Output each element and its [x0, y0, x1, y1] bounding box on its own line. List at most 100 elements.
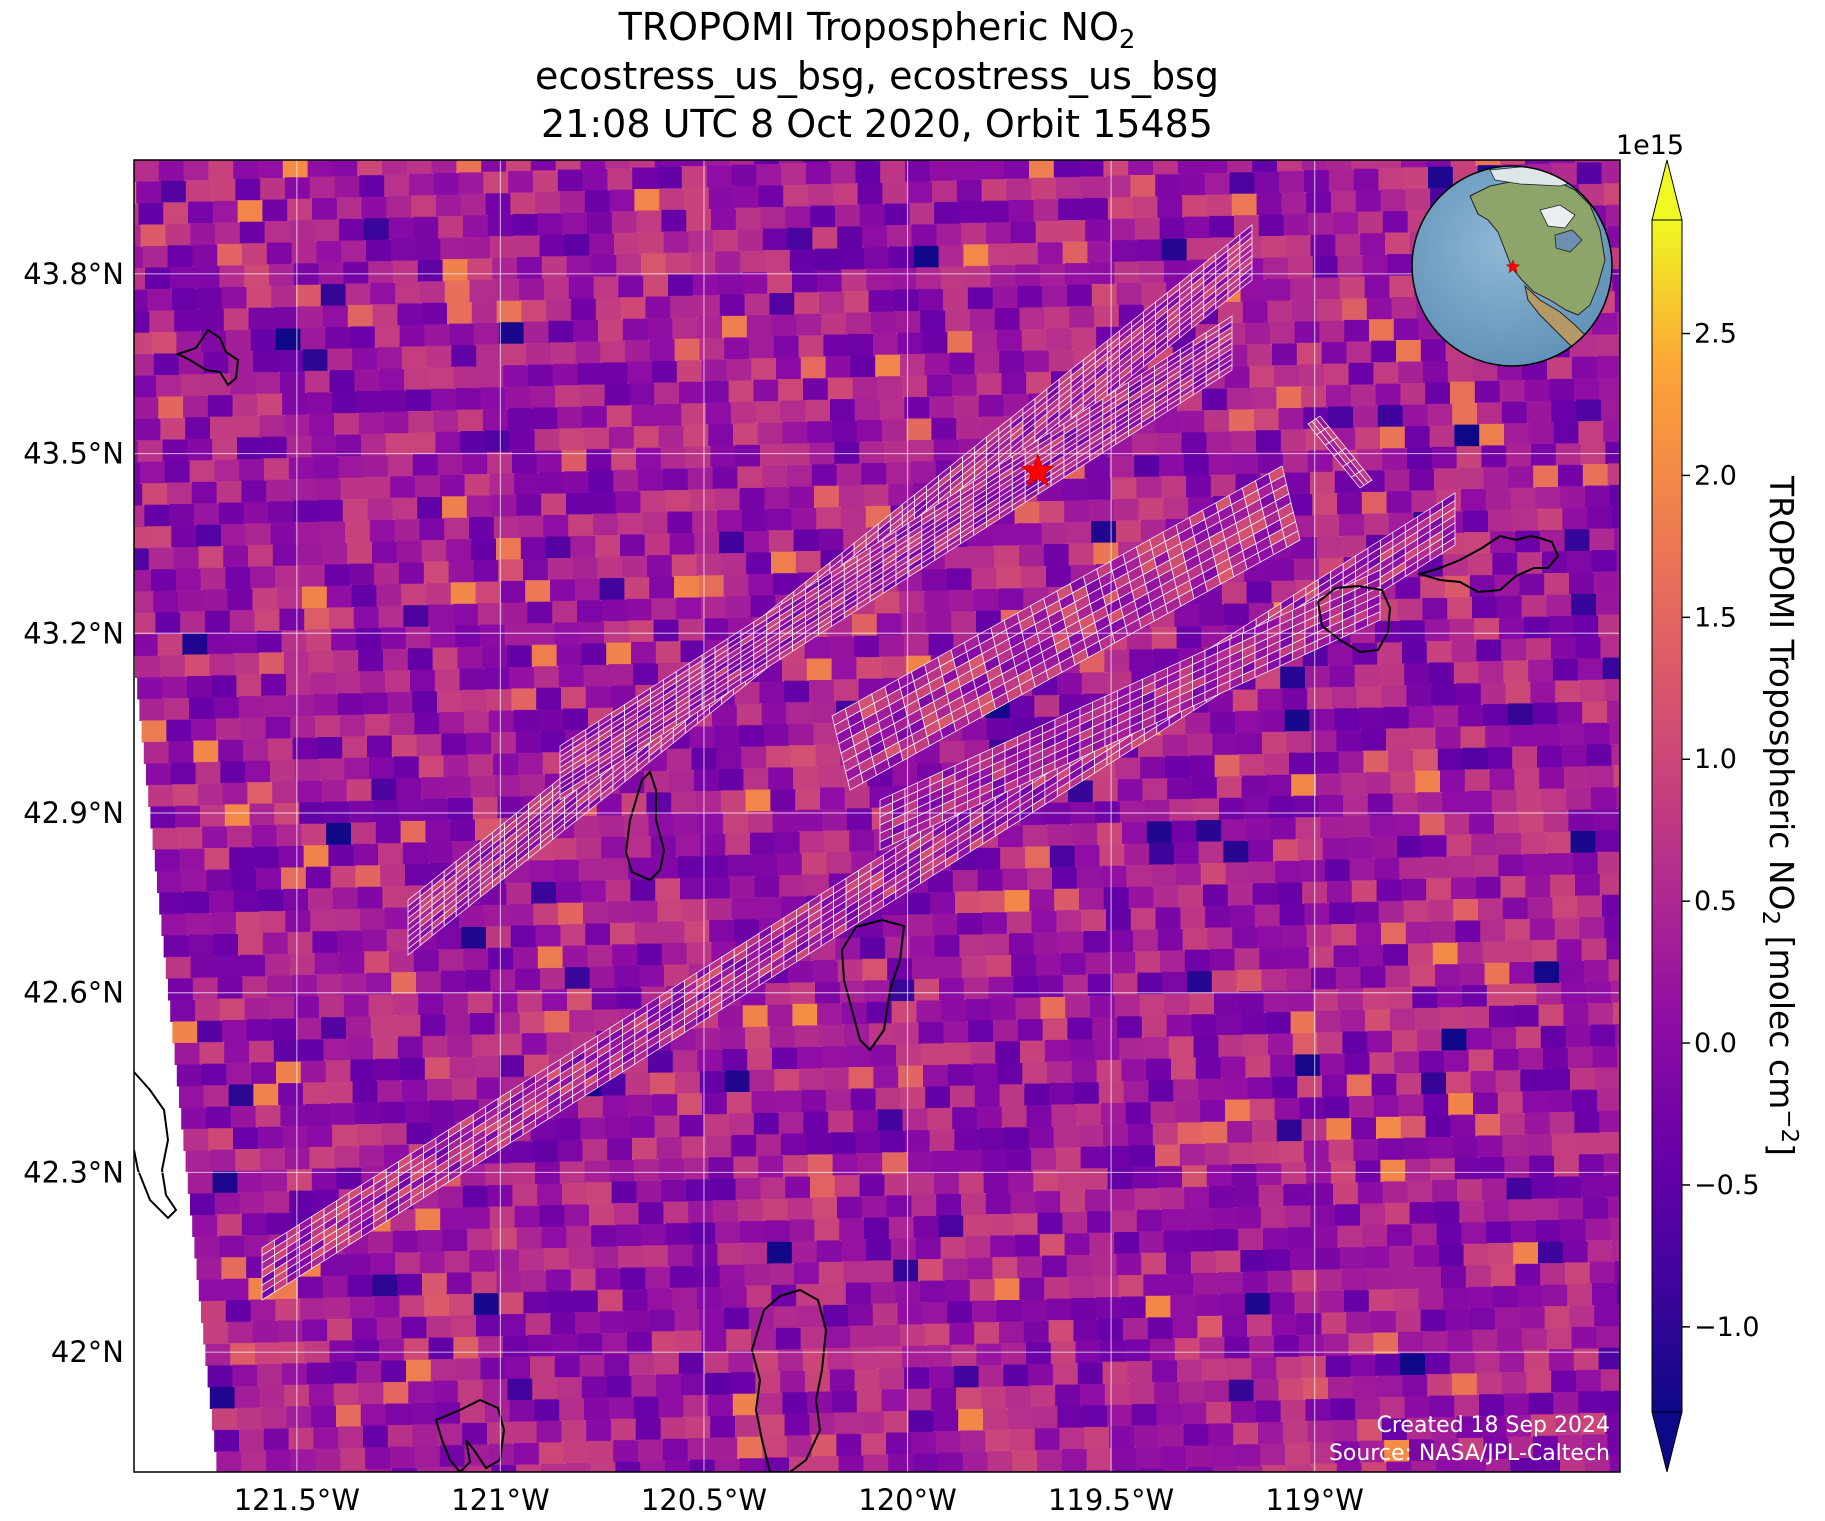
no2-pixel	[778, 1112, 804, 1135]
no2-pixel	[1259, 947, 1285, 970]
no2-pixel	[1684, 1453, 1709, 1475]
no2-pixel	[983, 200, 1010, 223]
no2-pixel	[535, 1162, 561, 1185]
no2-pixel	[261, 1407, 287, 1430]
no2-pixel	[1210, 474, 1237, 497]
no2-pixel	[893, 1022, 920, 1045]
no2-pixel	[514, 472, 540, 495]
no2-pixel	[872, 1303, 899, 1326]
no2-pixel	[1438, 1244, 1465, 1267]
no2-pixel	[987, 1451, 1013, 1472]
no2-pixel	[1333, 945, 1359, 968]
no2-pixel	[699, 338, 725, 361]
no2-pixel	[367, 1468, 393, 1472]
no2-pixel	[1567, 1046, 1594, 1069]
no2-pixel	[1512, 509, 1539, 532]
no2-pixel	[514, 1205, 540, 1228]
no2-pixel	[875, 1087, 901, 1110]
no2-pixel	[482, 646, 508, 669]
no2-pixel	[1571, 593, 1597, 616]
no2-pixel	[902, 1108, 928, 1131]
no2-pixel	[1389, 1245, 1415, 1268]
no2-pixel	[1398, 1094, 1424, 1117]
no2-pixel	[254, 846, 280, 869]
no2-pixel	[595, 297, 622, 320]
no2-pixel	[1006, 911, 1033, 934]
no2-pixel	[1171, 820, 1197, 843]
no2-pixel	[476, 1077, 502, 1100]
no2-pixel	[1373, 1095, 1400, 1118]
no2-pixel	[1537, 508, 1563, 531]
no2-pixel	[321, 780, 348, 803]
no2-pixel	[1463, 510, 1489, 533]
no2-pixel	[1366, 297, 1393, 320]
no2-pixel	[1179, 410, 1205, 433]
no2-pixel	[911, 224, 937, 247]
no2-pixel	[1728, 1150, 1753, 1172]
no2-pixel	[925, 1086, 951, 1109]
no2-pixel	[197, 783, 224, 806]
no2-pixel	[965, 265, 991, 288]
no2-pixel	[134, 160, 135, 183]
no2-pixel	[900, 1087, 926, 1110]
no2-pixel	[1634, 1455, 1659, 1477]
no2-pixel	[465, 970, 491, 993]
no2-pixel	[1258, 1184, 1284, 1207]
no2-pixel	[1349, 126, 1374, 148]
no2-pixel	[1219, 797, 1245, 820]
no2-pixel	[1349, 858, 1375, 881]
no2-pixel	[321, 1017, 347, 1040]
no2-pixel	[1206, 431, 1232, 454]
no2-pixel	[1277, 882, 1303, 905]
no2-pixel	[998, 825, 1024, 848]
no2-pixel	[555, 1118, 581, 1141]
no2-pixel	[1335, 233, 1361, 256]
no2-pixel	[1138, 498, 1164, 521]
no2-pixel	[1124, 843, 1150, 866]
no2-pixel	[1362, 1225, 1388, 1248]
no2-pixel	[1248, 840, 1274, 863]
no2-pixel	[850, 1088, 877, 1111]
no2-pixel	[403, 1338, 430, 1361]
no2-pixel	[1161, 238, 1188, 261]
no2-pixel	[1078, 1125, 1104, 1148]
no2-pixel	[444, 280, 471, 303]
no2-pixel	[1328, 169, 1355, 192]
no2-pixel	[532, 1140, 559, 1163]
no2-pixel	[1446, 1071, 1472, 1094]
no2-pixel	[1007, 1407, 1034, 1430]
no2-pixel	[681, 403, 707, 426]
no2-pixel	[1603, 1390, 1620, 1413]
no2-pixel	[906, 418, 932, 441]
no2-pixel	[1015, 1234, 1041, 1257]
no2-pixel	[1597, 1089, 1620, 1112]
no2-pixel	[217, 977, 243, 1000]
no2-pixel	[363, 455, 389, 478]
no2-pixel	[1379, 663, 1405, 686]
no2-pixel	[1149, 842, 1175, 865]
no2-pixel	[862, 225, 888, 248]
no2-pixel	[834, 1412, 860, 1435]
no2-pixel	[1286, 731, 1313, 754]
no2-pixel	[311, 1168, 338, 1191]
no2-pixel	[1590, 1024, 1616, 1047]
no2-pixel	[952, 1107, 978, 1130]
no2-pixel	[296, 1017, 322, 1040]
no2-pixel	[1719, 1064, 1744, 1086]
no2-pixel	[1237, 732, 1263, 755]
no2-pixel	[753, 1350, 779, 1373]
no2-pixel	[134, 591, 154, 614]
no2-pixel	[913, 245, 940, 268]
no2-pixel	[575, 1311, 601, 1334]
no2-pixel	[1015, 997, 1041, 1020]
no2-pixel	[1333, 1182, 1359, 1205]
no2-pixel	[1249, 365, 1275, 388]
no2-pixel	[1540, 1025, 1567, 1048]
no2-pixel	[308, 888, 334, 911]
no2-pixel	[342, 499, 369, 522]
no2-pixel	[1145, 1295, 1171, 1318]
no2-pixel	[818, 1261, 845, 1284]
no2-pixel	[651, 598, 677, 621]
no2-pixel	[807, 1154, 834, 1177]
no2-pixel	[530, 1356, 556, 1379]
